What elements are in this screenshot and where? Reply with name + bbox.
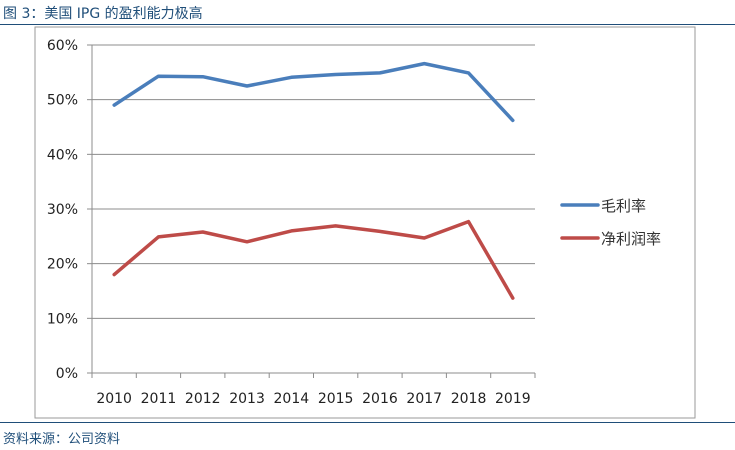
x-tick-label: 2017 bbox=[406, 391, 442, 407]
source-note: 资料来源：公司资料 bbox=[3, 432, 121, 447]
x-tick-label: 2018 bbox=[451, 391, 487, 407]
figure-title: 图 3：美国 IPG 的盈利能力极高 bbox=[3, 6, 203, 22]
y-tick-label: 40% bbox=[47, 147, 78, 163]
x-tick-label: 2015 bbox=[318, 391, 354, 407]
source-rule bbox=[0, 422, 735, 423]
x-tick-label: 2011 bbox=[141, 391, 177, 407]
title-rule bbox=[0, 24, 735, 25]
y-tick-label: 10% bbox=[47, 311, 78, 327]
y-tick-label: 60% bbox=[47, 38, 78, 54]
series-line-1 bbox=[112, 61, 515, 123]
x-tick-label: 2019 bbox=[495, 391, 531, 407]
y-axis-labels: 0% 10% 20% 30% 40% 50% 60% bbox=[47, 38, 78, 382]
x-tick-label: 2016 bbox=[362, 391, 398, 407]
y-tick-label: 30% bbox=[47, 202, 78, 218]
x-tick-label: 2010 bbox=[96, 391, 132, 407]
chart-frame bbox=[34, 26, 696, 419]
y-tick-label: 50% bbox=[47, 93, 78, 109]
y-tick-label: 0% bbox=[56, 366, 78, 382]
series-line-2 bbox=[112, 219, 515, 300]
legend-label: 毛利率 bbox=[601, 197, 646, 215]
x-axis-labels: 2010 2011 2012 2013 2014 2015 2016 2017 2018 2019 bbox=[96, 391, 530, 407]
y-tick-label: 20% bbox=[47, 257, 78, 273]
series-lines bbox=[112, 61, 515, 300]
x-tick-label: 2012 bbox=[185, 391, 221, 407]
x-tick-label: 2013 bbox=[229, 391, 265, 407]
legend-label: 净利润率 bbox=[601, 230, 661, 248]
x-tick-label: 2014 bbox=[274, 391, 310, 407]
gridlines bbox=[87, 44, 535, 374]
axes bbox=[91, 45, 536, 378]
